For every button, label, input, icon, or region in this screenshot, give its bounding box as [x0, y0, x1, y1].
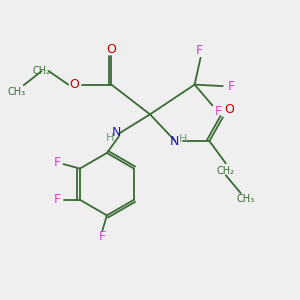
Text: O: O — [69, 78, 79, 91]
Text: O: O — [224, 103, 234, 116]
Text: CH₃: CH₃ — [236, 194, 254, 204]
Text: N: N — [112, 126, 122, 139]
Text: CH₂: CH₂ — [32, 66, 50, 76]
Text: F: F — [53, 193, 61, 206]
Text: F: F — [227, 80, 234, 94]
Text: F: F — [215, 106, 222, 118]
Text: F: F — [99, 230, 106, 243]
Text: N: N — [170, 135, 179, 148]
Text: F: F — [196, 44, 202, 57]
Text: F: F — [53, 156, 61, 169]
Text: O: O — [106, 43, 116, 56]
Text: H: H — [179, 134, 188, 144]
Text: CH₂: CH₂ — [217, 166, 235, 176]
Text: CH₃: CH₃ — [7, 87, 25, 97]
Text: H: H — [106, 133, 114, 142]
